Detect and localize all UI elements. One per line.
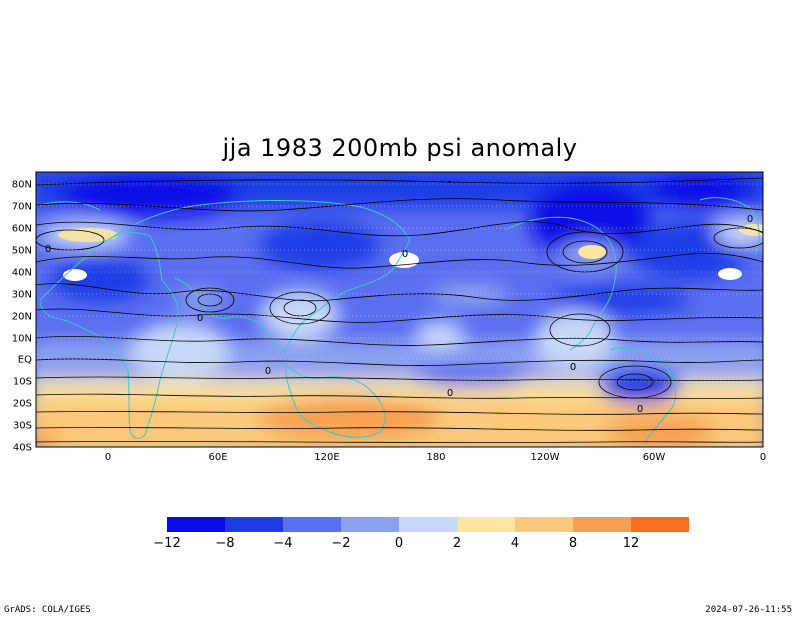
colorbar-label: 4 <box>511 536 519 551</box>
plot-frame <box>35 171 764 448</box>
latitude-label: 10S <box>13 377 32 388</box>
latitude-label: 30S <box>13 421 32 432</box>
contour-label: 0 <box>197 313 203 324</box>
contour-label: 0 <box>747 214 753 225</box>
longitude-label: 0 <box>760 452 766 463</box>
colorbar-label: 8 <box>569 536 577 551</box>
longitude-label: 60E <box>208 452 227 463</box>
colorbar-swatch <box>515 517 573 532</box>
contour-label: 0 <box>637 404 643 415</box>
colorbar-swatch <box>399 517 457 532</box>
longitude-label: 60W <box>643 452 666 463</box>
latitude-labels: 80N 70N 60N 50N 40N 30N 20N 10N EQ 10S 20S 30S 40S <box>12 180 32 454</box>
colorbar-label: 2 <box>453 536 461 551</box>
colorbar-label: −4 <box>273 536 292 551</box>
longitude-label: 120W <box>531 452 560 463</box>
contour-labels: 0 0 0 0 0 0 0 0 <box>45 214 753 415</box>
latitude-label: 10N <box>12 334 32 345</box>
latitude-label: 70N <box>12 202 32 213</box>
streamlines <box>36 177 763 443</box>
contour-label: 0 <box>265 366 271 377</box>
colorbar-swatch <box>283 517 341 532</box>
anomaly-field <box>36 172 763 447</box>
colorbar <box>167 517 689 532</box>
longitude-labels: 0 60E 120E 180 120W 60W 0 <box>105 452 766 463</box>
colorbar-label: 0 <box>395 536 403 551</box>
latitude-label: 20N <box>12 312 32 323</box>
contour-label: 0 <box>570 362 576 373</box>
latitude-label: 50N <box>12 246 32 257</box>
contour-label: 0 <box>45 244 51 255</box>
contour-label: 0 <box>402 249 408 260</box>
colorbar-label: −2 <box>331 536 350 551</box>
latitude-label: 40S <box>13 443 32 454</box>
longitude-label: 120E <box>314 452 339 463</box>
latitude-label: 40N <box>12 268 32 279</box>
colorbar-label: 12 <box>623 536 640 551</box>
colorbar-swatch <box>225 517 283 532</box>
latitude-label: 20S <box>13 399 32 410</box>
contour-label: 0 <box>447 388 453 399</box>
colorbar-labels: −12 −8 −4 −2 0 2 4 8 12 <box>153 536 639 551</box>
colorbar-swatch <box>457 517 515 532</box>
longitude-label: 180 <box>426 452 445 463</box>
colorbar-swatch <box>573 517 631 532</box>
latitude-label: 80N <box>12 180 32 191</box>
colorbar-label: −12 <box>153 536 180 551</box>
colorbar-swatch <box>631 517 689 532</box>
colorbar-swatch <box>167 517 225 532</box>
plot-title: jja 1983 200mb psi anomaly <box>222 134 578 162</box>
latitude-label: EQ <box>18 355 32 366</box>
footer-credit: GrADS: COLA/IGES <box>4 605 91 615</box>
colorbar-swatch <box>341 517 399 532</box>
latitude-label: 30N <box>12 290 32 301</box>
footer-timestamp: 2024-07-26-11:55 <box>705 605 792 615</box>
longitude-label: 0 <box>105 452 111 463</box>
colorbar-label: −8 <box>215 536 234 551</box>
latitude-label: 60N <box>12 224 32 235</box>
